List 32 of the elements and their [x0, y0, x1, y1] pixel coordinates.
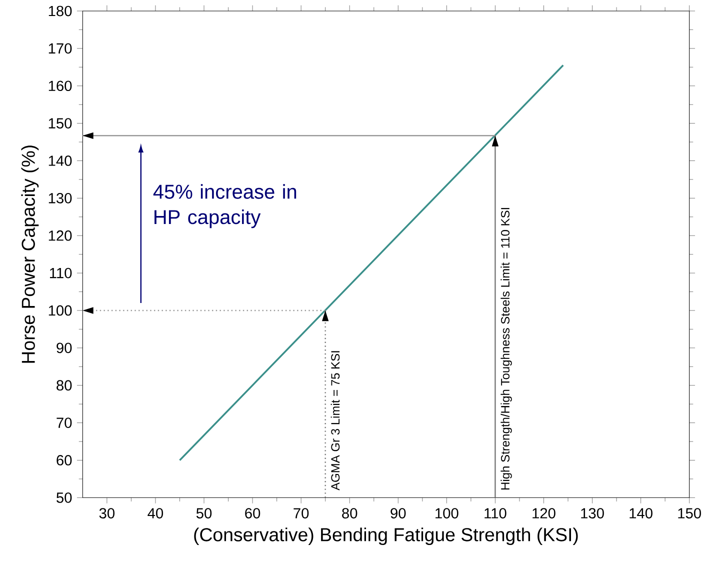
y-tick-label: 140 — [48, 156, 72, 166]
y-tick-label: 90 — [56, 342, 72, 354]
y-tick-label: 120 — [48, 230, 72, 241]
x-tick-label: 90 — [390, 508, 406, 518]
x-tick-label: 70 — [294, 508, 309, 518]
x-tick-label: 100 — [436, 508, 458, 518]
y-tick-label: 110 — [50, 268, 72, 278]
y-tick-label: 160 — [48, 80, 72, 92]
y-tick-label: 130 — [48, 193, 72, 204]
x-tick-label: 40 — [148, 508, 164, 518]
annotation: High Strength/High Toughness Steels Limit = 110 KSI — [500, 208, 512, 490]
y-tick-label: 150 — [48, 118, 72, 128]
x-tick-label: 120 — [532, 508, 556, 518]
y-tick-label: 60 — [56, 455, 72, 466]
x-tick-label: 140 — [630, 508, 652, 518]
y-tick-label: 80 — [56, 380, 72, 391]
y-tick-label: 50 — [56, 492, 72, 503]
x-tick-label: 110 — [484, 508, 506, 518]
y-tick-label: 180 — [48, 6, 72, 16]
annotation: AGMA Gr 3 Limit = 75 KSI — [330, 351, 340, 490]
y-tick-label: 100 — [48, 305, 72, 316]
x-tick-label: 80 — [342, 508, 358, 518]
x-tick-label: 30 — [99, 508, 115, 518]
y-tick-label: 170 — [48, 43, 72, 54]
annotation: 45% increase in HP capacity — [153, 184, 296, 228]
x-tick-label: 130 — [581, 508, 604, 518]
x-tick-label: 150 — [678, 508, 701, 518]
x-axis-title: (Conservative) Bending Fatigue Strength (KSI) — [194, 528, 578, 545]
x-tick-label: 60 — [245, 508, 260, 518]
y-axis-title: Horse Power Capacity (%) — [21, 146, 39, 363]
x-tick-label: 50 — [196, 508, 212, 518]
y-tick-label: 70 — [56, 418, 72, 428]
